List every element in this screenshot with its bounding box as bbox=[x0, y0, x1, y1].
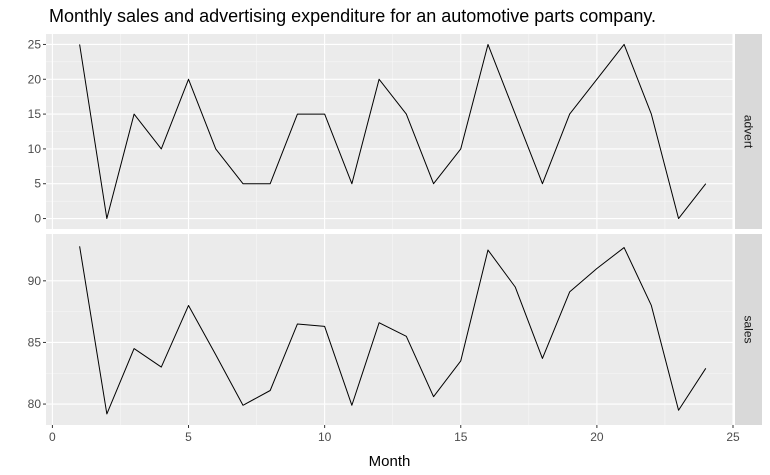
y-tick-label-advert: 20 bbox=[28, 72, 42, 86]
y-tick-label-sales: 80 bbox=[28, 397, 42, 411]
x-axis-title: Month bbox=[369, 453, 411, 470]
x-tick-label: 10 bbox=[318, 430, 332, 444]
y-tick-label-advert: 25 bbox=[28, 37, 42, 51]
x-tick-label: 0 bbox=[49, 430, 56, 444]
facet-strip-label-advert: advert bbox=[742, 115, 756, 149]
y-tick-label-advert: 5 bbox=[34, 177, 41, 191]
y-tick-label-sales: 85 bbox=[28, 335, 42, 349]
x-tick-label: 5 bbox=[185, 430, 192, 444]
x-tick-label: 20 bbox=[590, 430, 604, 444]
y-tick-label-advert: 0 bbox=[34, 212, 41, 226]
y-tick-label-advert: 10 bbox=[28, 142, 42, 156]
y-tick-label-advert: 15 bbox=[28, 107, 42, 121]
facet-strip-label-sales: sales bbox=[742, 315, 756, 343]
series-line-advert bbox=[79, 43, 707, 220]
chart-title: Monthly sales and advertising expenditur… bbox=[49, 6, 656, 26]
y-tick-label-sales: 90 bbox=[28, 274, 42, 288]
facet-strip-sales bbox=[735, 234, 762, 425]
series-line-sales bbox=[79, 246, 707, 415]
facet-strip-advert bbox=[735, 34, 762, 229]
panel-background-sales bbox=[46, 234, 733, 425]
x-tick-label: 25 bbox=[726, 430, 740, 444]
x-tick-label: 15 bbox=[454, 430, 468, 444]
